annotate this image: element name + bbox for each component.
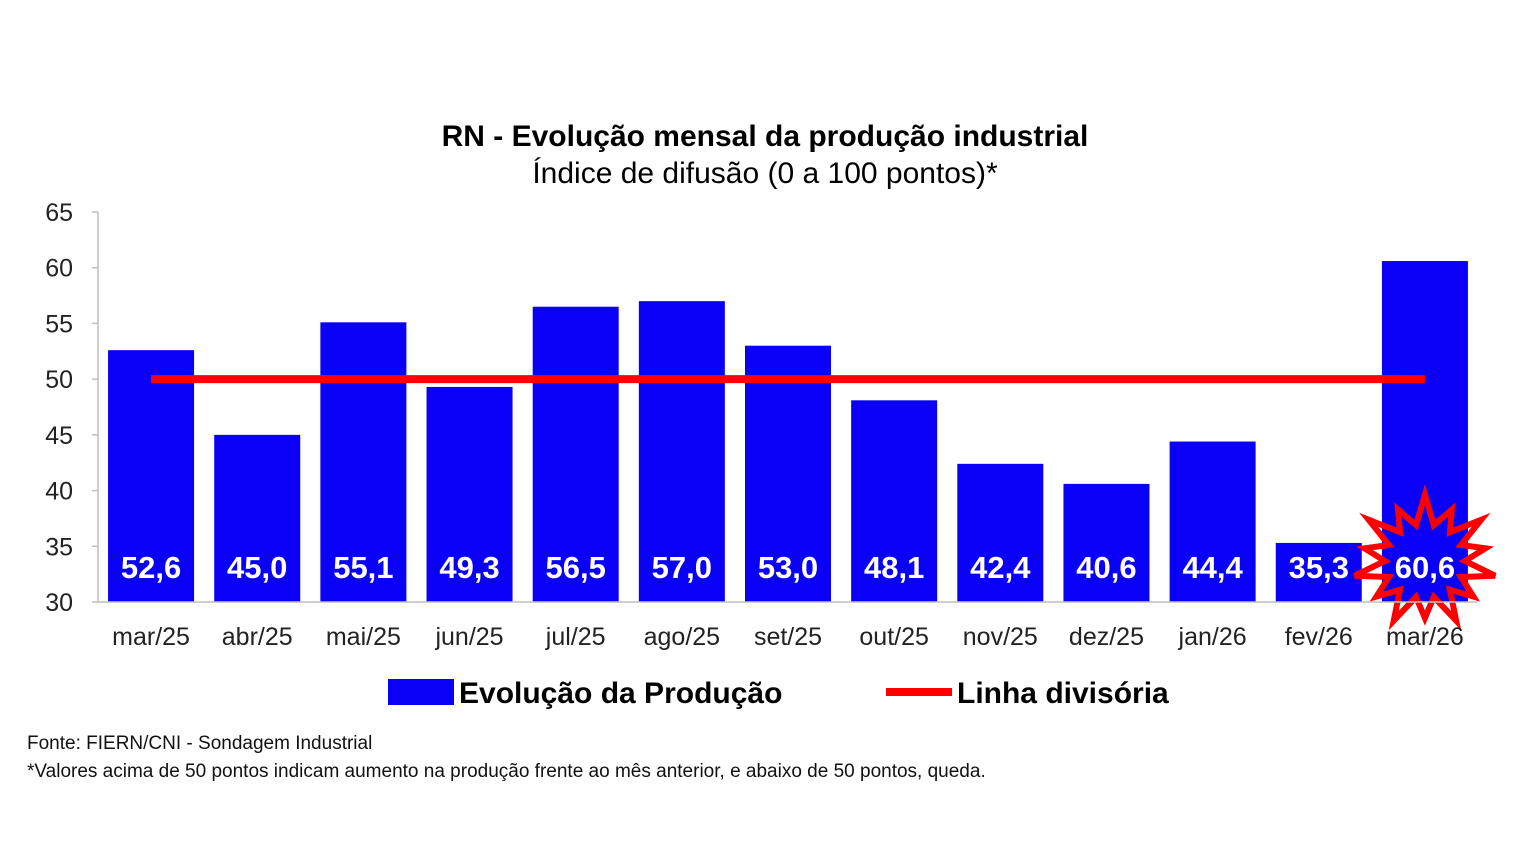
data-label: 57,0 bbox=[652, 550, 712, 585]
data-label: 40,6 bbox=[1076, 550, 1136, 585]
data-label: 55,1 bbox=[333, 550, 393, 585]
y-tick-label: 35 bbox=[45, 533, 73, 561]
y-tick-label: 55 bbox=[45, 310, 73, 338]
bar-ago-25 bbox=[638, 301, 725, 602]
x-tick-label: out/25 bbox=[859, 623, 929, 651]
bar-labels: 52,6 45,0 55,1 49,3 56,5 57,0 53,0 48,1 42,4 40,6… bbox=[121, 550, 1455, 585]
data-label: 35,3 bbox=[1289, 550, 1349, 585]
data-label: 42,4 bbox=[970, 550, 1031, 585]
data-label: 56,5 bbox=[546, 550, 606, 585]
legend-swatch-production bbox=[388, 679, 454, 705]
data-label: 60,6 bbox=[1395, 550, 1455, 585]
x-tick-label: fev/26 bbox=[1285, 623, 1353, 651]
x-tick-label: nov/25 bbox=[963, 623, 1038, 651]
x-tick-label: mar/26 bbox=[1386, 623, 1464, 651]
legend-label-divider: Linha divisória bbox=[957, 677, 1169, 710]
y-tick-label: 45 bbox=[45, 422, 73, 450]
bar-jan-26 bbox=[1169, 441, 1256, 602]
legend: Evolução da Produção Linha divisória bbox=[388, 677, 1169, 710]
y-tick-label: 65 bbox=[45, 199, 73, 227]
x-tick-label: jan/26 bbox=[1178, 623, 1247, 651]
y-axis: 30 35 40 45 50 55 60 65 bbox=[45, 199, 99, 617]
y-tick-label: 60 bbox=[45, 255, 73, 283]
y-tick-label: 50 bbox=[45, 366, 73, 394]
data-label: 48,1 bbox=[864, 550, 924, 585]
legend-label-production: Evolução da Produção bbox=[459, 677, 782, 710]
bar-dez-25 bbox=[1063, 483, 1150, 602]
chart-title: RN - Evolução mensal da produção industr… bbox=[442, 120, 1089, 153]
bar-fev-26 bbox=[1275, 542, 1362, 602]
x-tick-label: ago/25 bbox=[644, 623, 720, 651]
bars bbox=[108, 261, 1468, 602]
x-tick-label: mai/25 bbox=[326, 623, 401, 651]
bar-abr-25 bbox=[214, 434, 301, 602]
bar-mar-25 bbox=[108, 350, 195, 602]
x-tick-label: abr/25 bbox=[222, 623, 293, 651]
data-label: 49,3 bbox=[439, 550, 499, 585]
bar-jul-25 bbox=[532, 306, 619, 602]
bar-mar-26 bbox=[1381, 261, 1468, 602]
y-tick-label: 30 bbox=[45, 589, 73, 617]
bar-set-25 bbox=[745, 345, 831, 602]
bar-out-25 bbox=[851, 400, 938, 602]
source-note: Fonte: FIERN/CNI - Sondagem Industrial bbox=[27, 733, 373, 754]
x-tick-label: mar/25 bbox=[112, 623, 190, 651]
bar-nov-25 bbox=[957, 463, 1044, 602]
starburst-outline bbox=[1353, 484, 1497, 631]
highlight-starburst bbox=[1353, 484, 1497, 631]
x-tick-label: set/25 bbox=[754, 623, 822, 651]
data-label: 52,6 bbox=[121, 550, 181, 585]
x-tick-label: jul/25 bbox=[545, 623, 606, 651]
methodology-note: *Valores acima de 50 pontos indicam aume… bbox=[27, 761, 986, 782]
x-tick-label: jun/25 bbox=[434, 623, 503, 651]
bar-jun-25 bbox=[426, 386, 513, 602]
chart-subtitle: Índice de difusão (0 a 100 pontos)* bbox=[532, 157, 998, 190]
x-tick-label: dez/25 bbox=[1069, 623, 1144, 651]
data-label: 53,0 bbox=[758, 550, 818, 585]
x-axis: mar/25 abr/25 mai/25 jun/25 jul/25 ago/25 set/… bbox=[98, 601, 1478, 651]
bar-mai-25 bbox=[320, 322, 407, 602]
data-label: 44,4 bbox=[1182, 550, 1243, 585]
data-label: 45,0 bbox=[227, 550, 287, 585]
y-tick-label: 40 bbox=[45, 478, 73, 506]
